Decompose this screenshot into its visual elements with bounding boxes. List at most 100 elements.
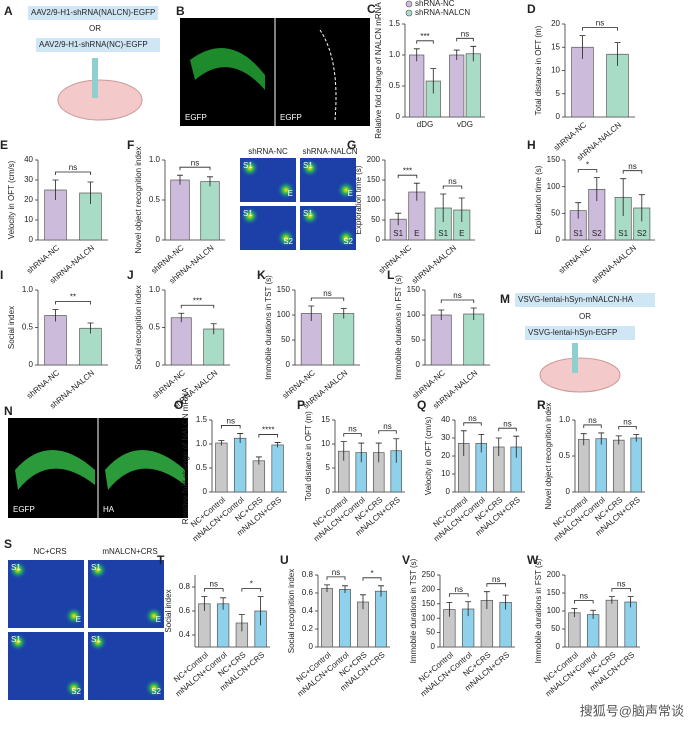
- heat-spot: [89, 633, 107, 651]
- x-tick-label: shRNA-NC: [552, 120, 588, 152]
- bar: [170, 179, 190, 241]
- image-label: EGFP: [185, 113, 207, 122]
- heatmap-label: E: [288, 189, 293, 198]
- y-tick-label: 20: [551, 19, 560, 28]
- bar: [339, 589, 351, 648]
- error-bar: [465, 601, 472, 617]
- significance-bracket: [622, 170, 643, 174]
- heatmap-label: S2: [151, 687, 161, 696]
- significance-bracket: [241, 588, 262, 592]
- y-tick-label: 0: [29, 235, 34, 244]
- y-axis-label: Social index: [164, 589, 173, 632]
- significance-label: ns: [332, 568, 340, 577]
- construct-label: AAV2/9-H1-shRNA(NALCN)-EGFP: [31, 8, 155, 17]
- error-bar: [598, 432, 605, 445]
- y-tick-label: 5: [556, 89, 561, 98]
- y-tick-label: 0.4: [302, 606, 314, 615]
- y-tick-label: 1.5: [196, 415, 208, 424]
- heatmap-label: S1: [303, 209, 313, 218]
- error-bar: [375, 442, 382, 463]
- image-label: EGFP: [13, 505, 35, 514]
- y-tick-label: 0: [326, 487, 331, 496]
- significance-bracket: [180, 304, 215, 309]
- bar: [605, 599, 619, 648]
- y-tick-label: 1.0: [196, 439, 208, 448]
- significance-bracket: [573, 600, 594, 604]
- error-bar: [238, 614, 245, 632]
- construct-box: [525, 326, 635, 340]
- bar: [333, 313, 355, 366]
- significance-label: ns: [210, 580, 218, 589]
- bar: [233, 437, 247, 493]
- bar: [170, 317, 192, 366]
- significance-label: ***: [403, 166, 412, 175]
- y-tick-label: 250: [422, 570, 436, 579]
- image-label: HA: [103, 505, 115, 514]
- panel-letter: D: [527, 2, 536, 16]
- error-bar: [87, 322, 94, 334]
- legend-label: shRNA-NALCN: [415, 8, 470, 17]
- significance-bracket: [442, 185, 463, 189]
- y-tick-label: 50: [551, 624, 560, 633]
- y-tick-label: 0: [156, 360, 161, 369]
- y-tick-label: 10: [24, 215, 33, 224]
- y-tick-label: 200: [367, 155, 381, 164]
- significance-bracket: [448, 593, 469, 597]
- y-tick-label: 1.0: [22, 285, 34, 294]
- significance-bracket: [583, 424, 602, 428]
- significance-label: ns: [383, 422, 391, 431]
- bar-label: S1: [573, 229, 583, 238]
- y-tick-label: 15: [321, 415, 330, 424]
- error-bar: [453, 49, 460, 60]
- bar: [612, 439, 625, 493]
- error-bar: [274, 442, 281, 448]
- error-bar: [52, 179, 59, 200]
- panel-letter: J: [127, 268, 134, 282]
- y-tick-label: 10: [551, 66, 560, 75]
- error-bar: [218, 440, 225, 446]
- error-bar: [614, 42, 621, 66]
- error-bar: [478, 434, 485, 453]
- significance-label: **: [70, 293, 76, 302]
- y-tick-label: 50: [426, 628, 435, 637]
- image-n: N EGFP HA: [4, 404, 188, 518]
- error-bar: [502, 594, 509, 610]
- heatmap-label: E: [76, 615, 81, 624]
- y-axis-label: Total distance in OFT (m): [304, 411, 313, 501]
- y-tick-label: 30: [441, 433, 450, 442]
- bar: [465, 53, 481, 118]
- y-tick-label: 0: [156, 235, 161, 244]
- error-bar: [615, 435, 622, 445]
- panel-letter: G: [347, 138, 356, 152]
- significance-label: ns: [191, 158, 199, 167]
- error-bar: [340, 441, 347, 461]
- tissue: [190, 48, 265, 90]
- schematic-a: A AAV2/9-H1-shRNA(NALCN)-EGFP OR AAV2/9-…: [4, 4, 160, 121]
- y-tick-label: 0.8: [179, 582, 191, 591]
- construct-label: VSVG-lentai-hSyn-mNALCN-HA: [518, 295, 634, 304]
- y-axis-label: Total distance in OFT (m): [534, 25, 543, 115]
- tissue: [105, 450, 185, 490]
- heat-spot: [9, 561, 27, 579]
- significance-label: ns: [503, 419, 511, 428]
- significance-bracket: [55, 171, 91, 175]
- error-bar: [458, 197, 465, 222]
- bar: [577, 439, 590, 493]
- bar: [463, 313, 485, 366]
- y-tick-label: 0.2: [302, 624, 314, 633]
- significance-bracket: [577, 169, 598, 173]
- error-bar: [220, 597, 227, 610]
- y-tick-label: 0: [416, 360, 421, 369]
- y-tick-label: 150: [367, 175, 381, 184]
- brain: [539, 357, 621, 393]
- bar-label: S2: [592, 229, 602, 238]
- y-tick-label: 0: [376, 235, 381, 244]
- y-tick-label: 100: [547, 606, 561, 615]
- error-bar: [430, 68, 437, 94]
- significance-label: ns: [323, 289, 331, 298]
- y-tick-label: 100: [422, 613, 436, 622]
- significance-label: ns: [628, 162, 636, 171]
- significance-label: ***: [193, 296, 202, 305]
- error-bar: [324, 584, 330, 593]
